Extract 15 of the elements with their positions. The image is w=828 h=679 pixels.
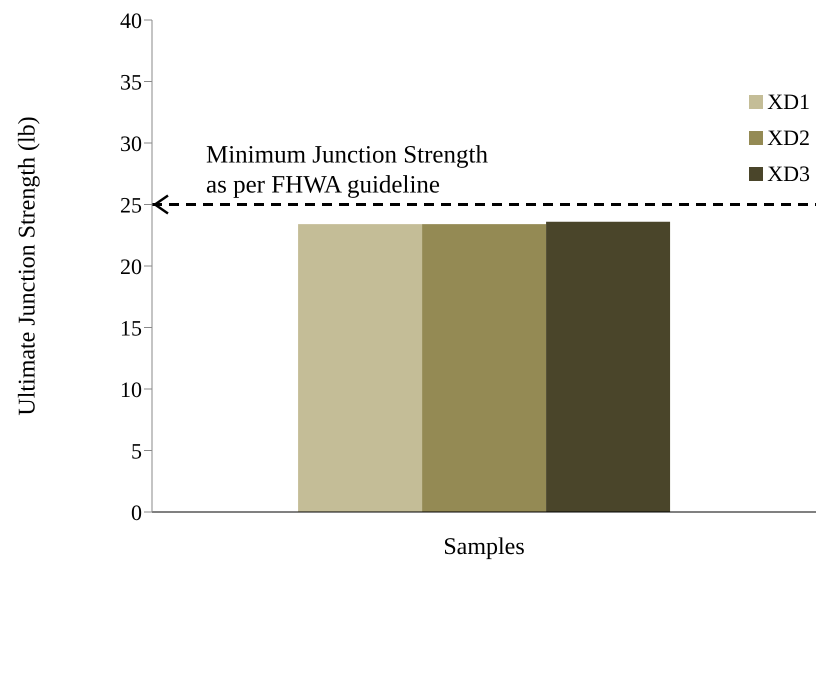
y-tick-label: 30: [120, 130, 142, 156]
y-tick-label: 40: [120, 8, 142, 33]
y-tick-label: 5: [131, 438, 142, 464]
ref-line-label: Minimum Junction Strength as per FHWA guideline: [206, 142, 488, 198]
y-tick-label: 25: [120, 192, 142, 218]
y-tick-label: 20: [120, 254, 142, 279]
y-axis-title: Ultimate Junction Strength (lb): [14, 116, 41, 416]
y-tick-label: 35: [120, 69, 142, 94]
x-axis-title: Samples: [443, 534, 525, 560]
y-tick-label: 10: [120, 376, 142, 402]
y-tick-label: 15: [120, 315, 142, 340]
legend-label: XD1: [767, 89, 810, 115]
legend-label: XD3: [767, 161, 810, 187]
legend-label: XD2: [767, 125, 810, 151]
y-tick-label: 0: [131, 500, 142, 525]
